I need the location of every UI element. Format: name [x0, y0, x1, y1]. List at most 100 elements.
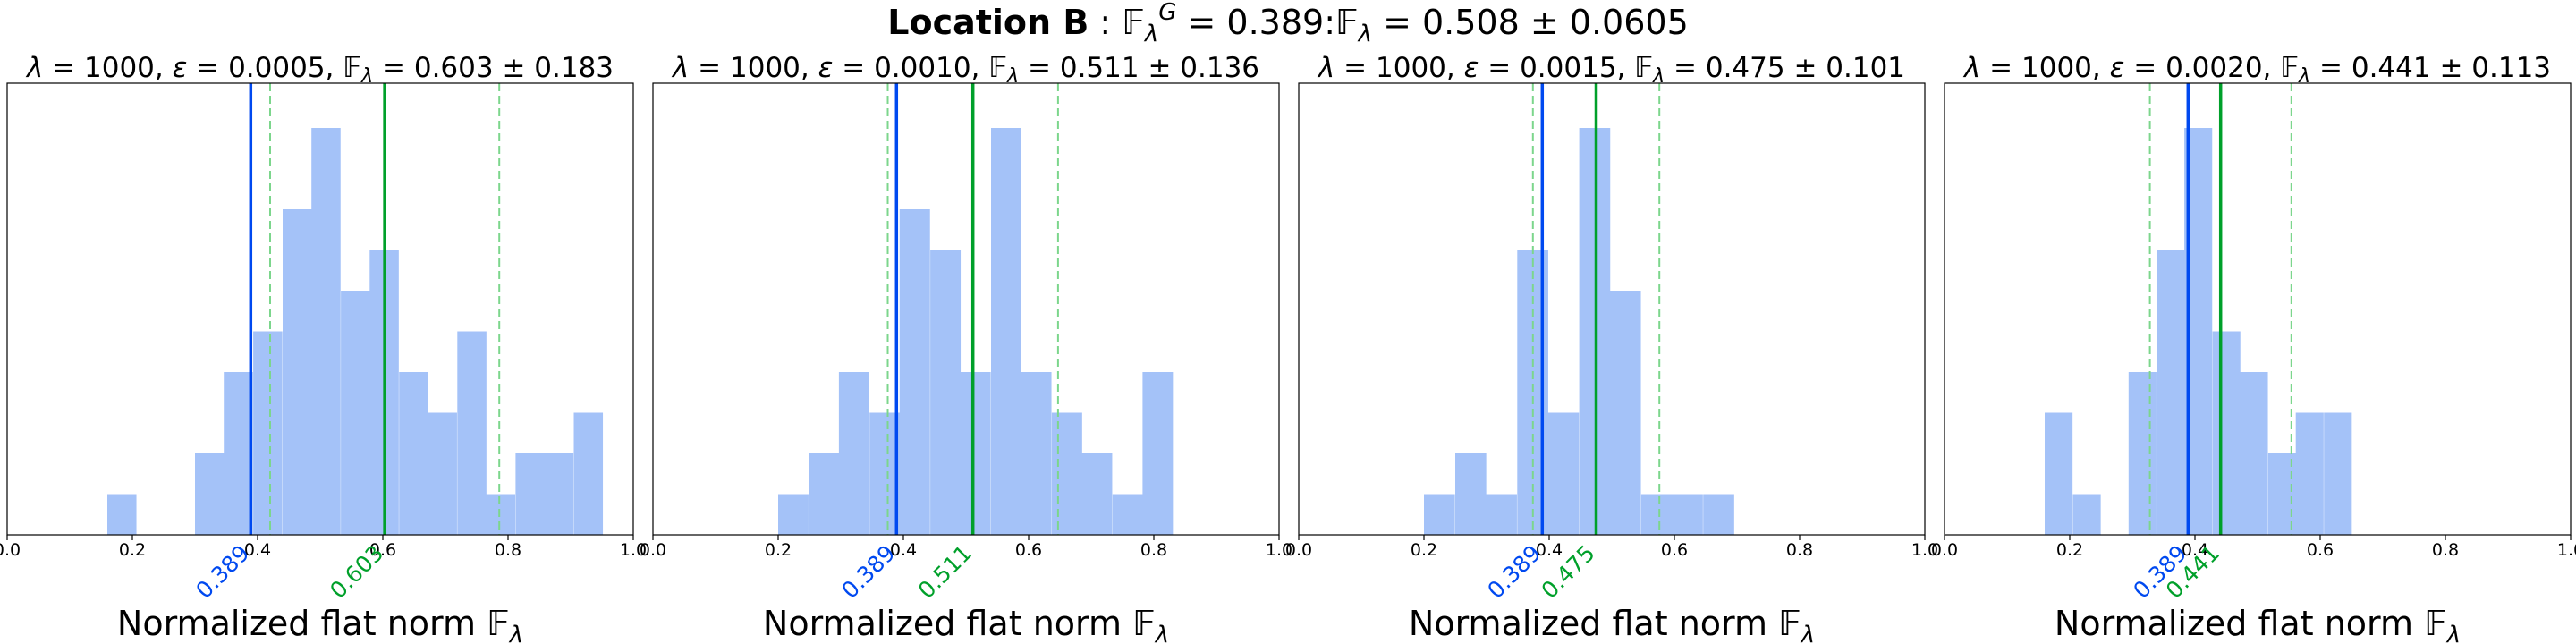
histogram-bar — [399, 372, 428, 535]
title-epsilon-symbol: ε — [818, 52, 834, 84]
histogram-bar — [1142, 372, 1174, 535]
figure-title-fg-sub: λ — [1143, 21, 1158, 47]
axes-frame — [6, 82, 634, 536]
histogram-bar — [1051, 412, 1082, 535]
axes-frame — [1944, 82, 2572, 536]
histogram-bar — [544, 453, 574, 535]
histogram-bar — [1609, 291, 1641, 535]
title-epsilon-value: = 0.0020, — [2124, 52, 2280, 84]
mean-value-label: 0.603 — [325, 540, 388, 604]
title-lambda-symbol: λ — [1317, 52, 1335, 84]
histogram-bar — [1672, 494, 1703, 535]
histogram-bar — [457, 331, 487, 535]
histogram-bar — [778, 494, 809, 535]
title-flat-norm-sub: λ — [360, 65, 373, 88]
x-axis-label: Normalized flat norm 𝔽λ — [1409, 604, 1815, 644]
panel-title: λ = 1000, ε = 0.0010, 𝔽λ = 0.511 ± 0.136 — [671, 52, 1259, 88]
x-axis-label-symbol: 𝔽 — [2424, 604, 2447, 643]
histogram-bar — [195, 453, 225, 535]
histogram-bar — [1455, 453, 1487, 535]
histogram-bar — [224, 372, 253, 535]
title-lambda-value: = 1000, — [1980, 52, 2109, 84]
x-tick-label: 0.2 — [1411, 540, 1437, 560]
x-tick-label: 0.0 — [1931, 540, 1958, 560]
axes-frame — [652, 82, 1280, 536]
x-tick-label: 0.0 — [640, 540, 666, 560]
histogram-bar — [1547, 412, 1580, 535]
figure-title-fg-value: = 0.389: — [1187, 3, 1335, 42]
x-tick-label: 0.6 — [1661, 540, 1688, 560]
figure-title-f-value: = 0.508 ± 0.0605 — [1383, 3, 1689, 42]
title-lambda-symbol: λ — [1962, 52, 1980, 84]
x-tick-label: 0.6 — [2307, 540, 2334, 560]
histogram-bar — [2295, 412, 2324, 535]
histogram-bar — [1424, 494, 1455, 535]
ground-truth-value-label: 0.389 — [836, 540, 900, 604]
x-axis-label: Normalized flat norm 𝔽λ — [763, 604, 1169, 644]
x-axis-label-symbol: 𝔽 — [1132, 604, 1156, 643]
figure-title-f-symbol: 𝔽 — [1335, 3, 1359, 42]
histogram-bar — [960, 372, 991, 535]
title-epsilon-value: = 0.0005, — [187, 52, 343, 84]
ground-truth-value-label: 0.389 — [191, 540, 254, 604]
x-tick-label: 0.4 — [1536, 540, 1563, 560]
mean-value-label: 0.511 — [913, 540, 977, 604]
histogram-bar — [991, 128, 1021, 535]
histogram-bar — [2072, 494, 2101, 535]
histogram-bar — [2240, 372, 2268, 535]
title-epsilon-value: = 0.0015, — [1479, 52, 1634, 84]
figure-title-fg-symbol: 𝔽 — [1122, 3, 1145, 42]
histogram-panel-3: λ = 1000, ε = 0.0015, 𝔽λ = 0.475 ± 0.101… — [1285, 52, 1938, 644]
x-axis-label-sub: λ — [2445, 622, 2461, 644]
title-flat-norm-symbol: 𝔽 — [2280, 52, 2299, 84]
histogram-bar — [869, 412, 901, 535]
title-f-value: = 0.603 ± 0.183 — [373, 52, 614, 84]
x-tick-label: 1.0 — [620, 540, 647, 560]
title-flat-norm-sub: λ — [1652, 65, 1665, 88]
x-tick-label: 0.8 — [495, 540, 521, 560]
histogram-bar — [838, 372, 869, 535]
x-tick-label: 0.2 — [119, 540, 146, 560]
histogram-bar — [1486, 494, 1517, 535]
histogram-bar — [2324, 412, 2352, 535]
x-tick-label: 0.4 — [890, 540, 917, 560]
title-lambda-value: = 1000, — [43, 52, 172, 84]
x-tick-label: 0.8 — [1140, 540, 1167, 560]
x-axis-label: Normalized flat norm 𝔽λ — [2055, 604, 2461, 644]
title-lambda-value: = 1000, — [689, 52, 818, 84]
x-tick-label: 0.8 — [1786, 540, 1813, 560]
x-tick-label: 0.6 — [369, 540, 396, 560]
x-tick-label: 0.0 — [0, 540, 21, 560]
panel-title: λ = 1000, ε = 0.0020, 𝔽λ = 0.441 ± 0.113 — [1962, 52, 2551, 88]
histogram-bar — [341, 291, 370, 535]
x-tick-label: 0.4 — [2182, 540, 2208, 560]
x-tick-label: 0.0 — [1285, 540, 1312, 560]
x-axis-label-text: Normalized flat norm — [763, 604, 1132, 643]
x-tick-label: 1.0 — [1266, 540, 1292, 560]
x-tick-label: 0.4 — [244, 540, 271, 560]
x-axis-label-text: Normalized flat norm — [117, 604, 487, 643]
histogram-panel-4: λ = 1000, ε = 0.0020, 𝔽λ = 0.441 ± 0.113… — [1931, 52, 2576, 644]
title-epsilon-symbol: ε — [2110, 52, 2125, 84]
panel-title: λ = 1000, ε = 0.0015, 𝔽λ = 0.475 ± 0.101 — [1317, 52, 1905, 88]
histogram-bar — [2045, 412, 2073, 535]
histogram-bar — [486, 494, 516, 535]
histogram-bar — [2212, 331, 2241, 535]
histogram-bar — [2267, 453, 2297, 535]
title-epsilon-symbol: ε — [1464, 52, 1479, 84]
title-flat-norm-symbol: 𝔽 — [1634, 52, 1653, 84]
histogram-bar — [311, 128, 341, 535]
x-tick-label: 1.0 — [1911, 540, 1938, 560]
title-f-value: = 0.441 ± 0.113 — [2310, 52, 2551, 84]
histogram-bar — [930, 250, 962, 535]
title-f-value: = 0.511 ± 0.136 — [1019, 52, 1259, 84]
title-lambda-symbol: λ — [25, 52, 43, 84]
x-axis-label-sub: λ — [1800, 622, 1815, 644]
axes-frame — [1298, 82, 1926, 536]
x-axis-label-text: Normalized flat norm — [2055, 604, 2424, 643]
histogram-bar — [107, 494, 137, 535]
histogram-bar — [809, 453, 840, 535]
histogram-bar — [2157, 250, 2185, 535]
x-axis-label-sub: λ — [508, 622, 523, 644]
